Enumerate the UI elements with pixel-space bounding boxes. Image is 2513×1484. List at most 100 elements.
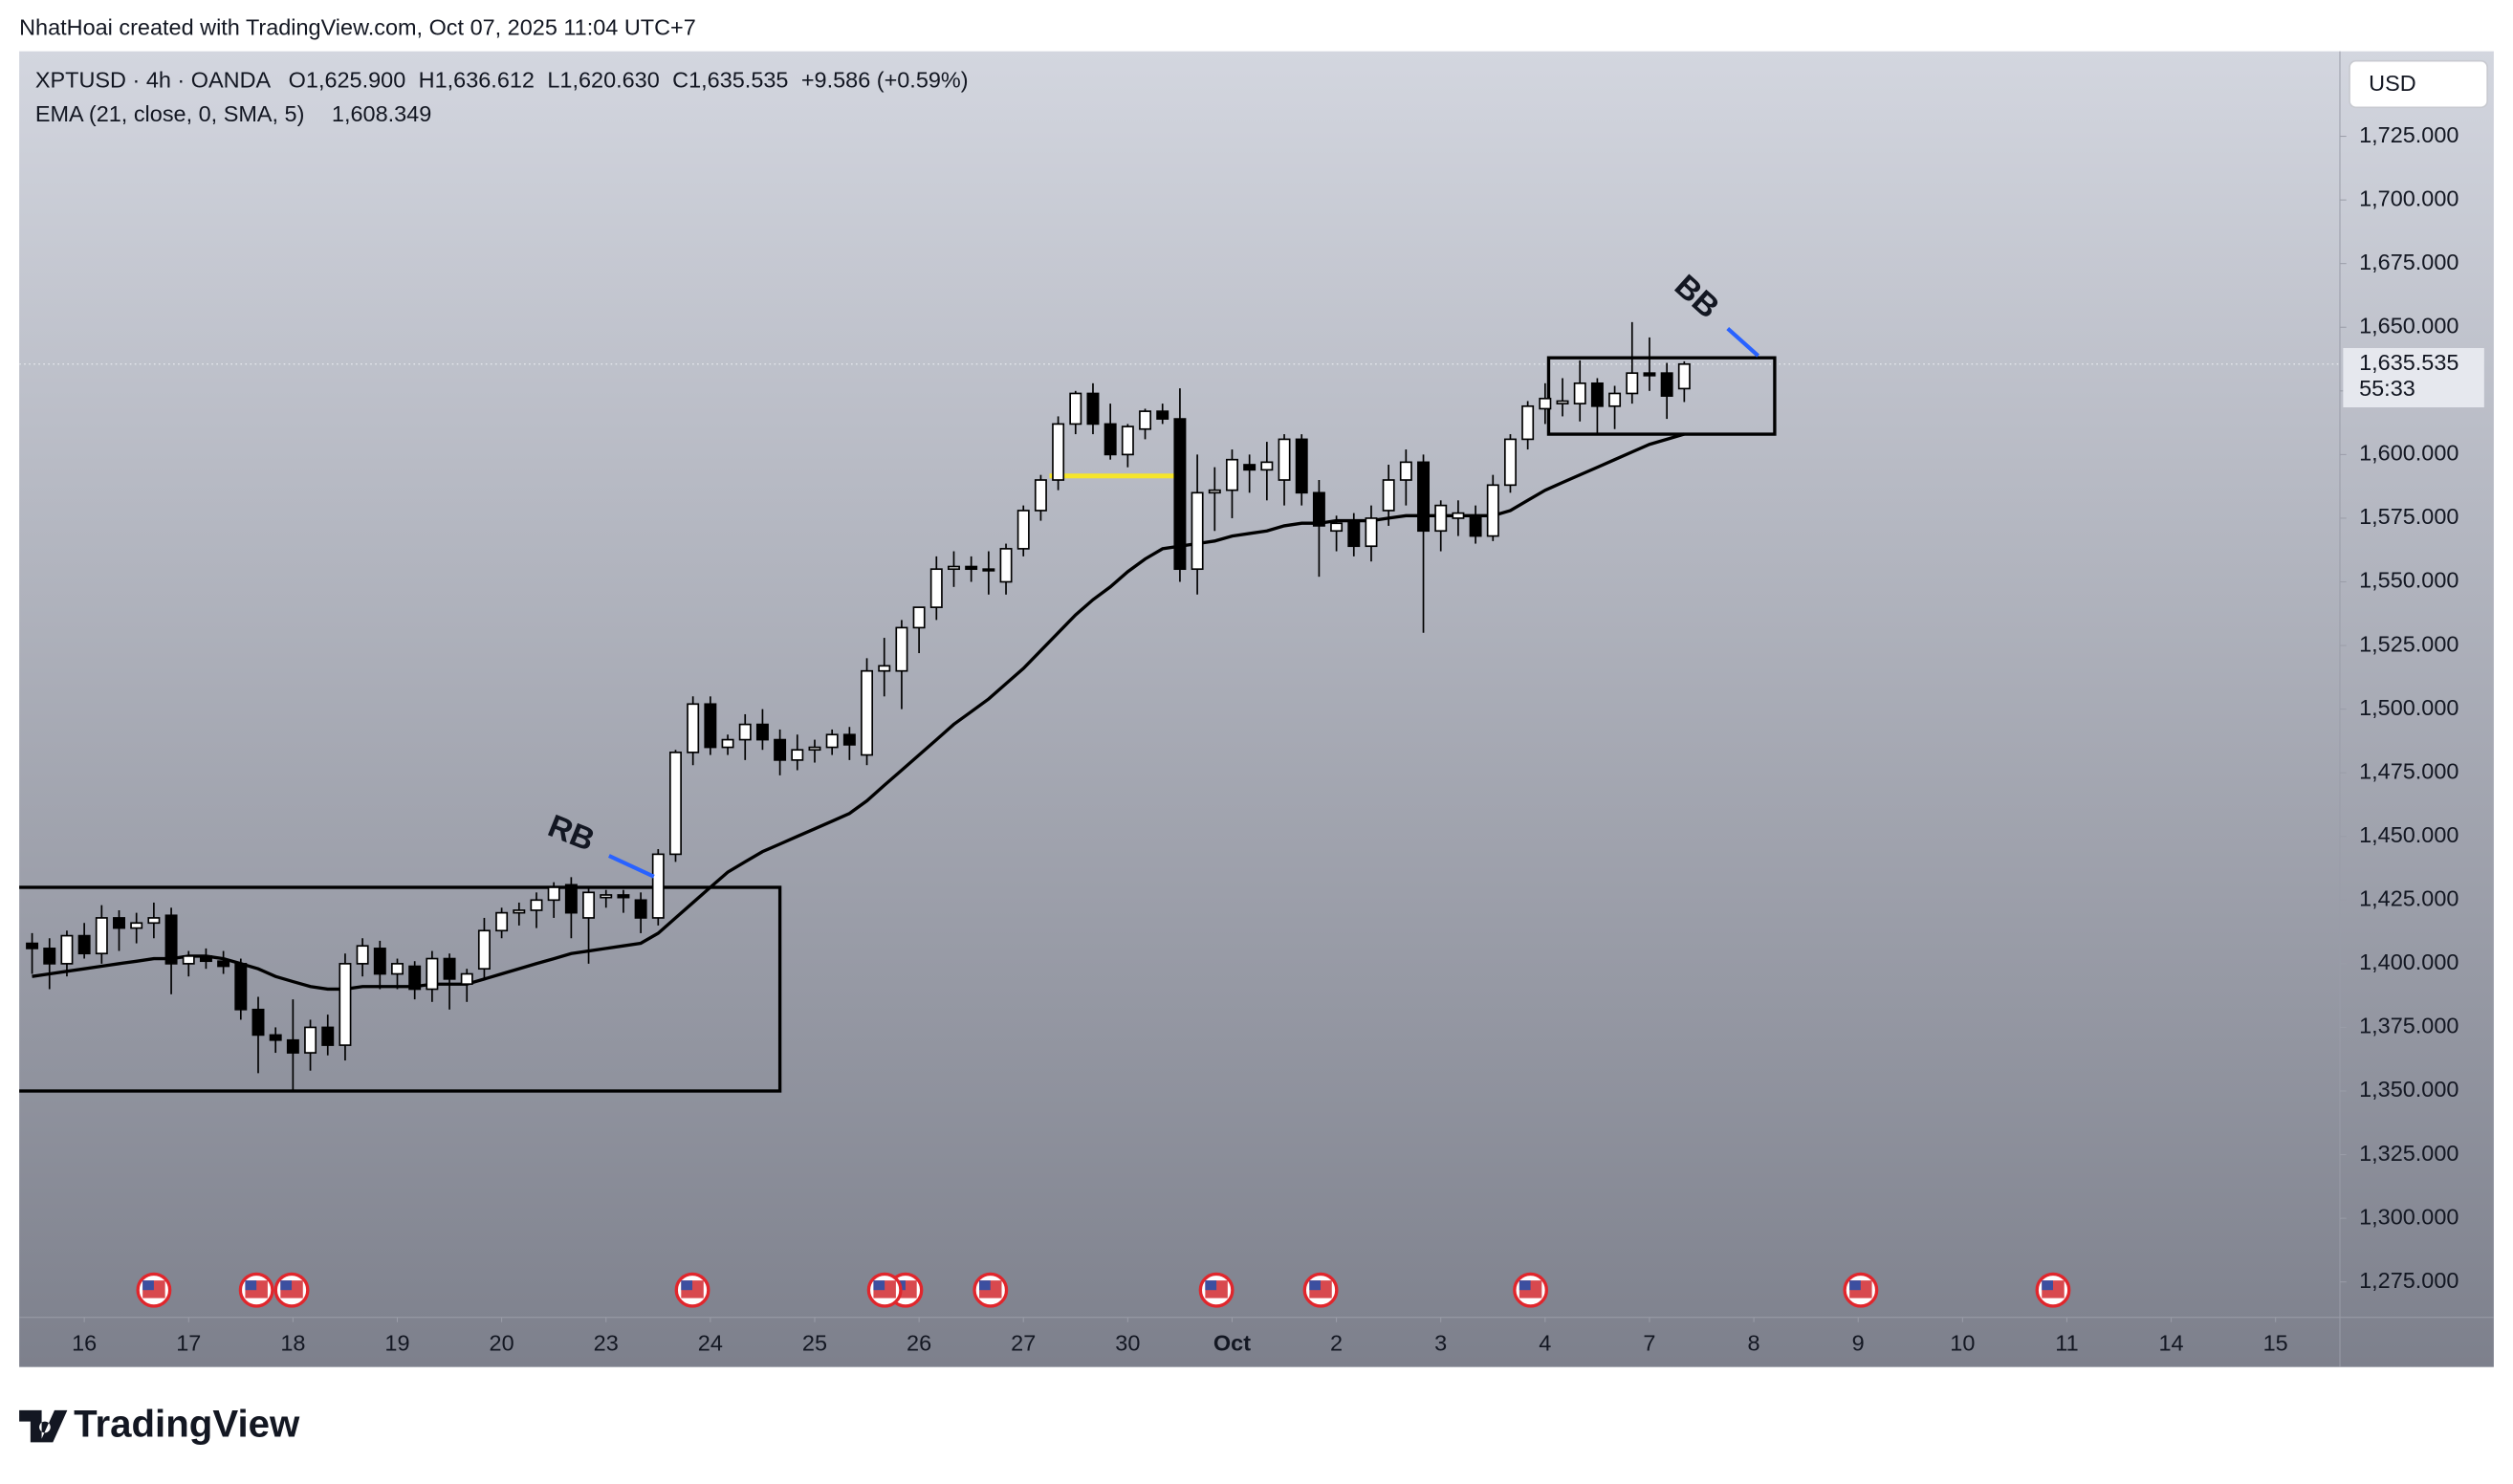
candle-body: [530, 899, 543, 911]
candle-body: [791, 749, 804, 761]
x-tick-label: 11: [2055, 1330, 2078, 1355]
flag-canton: [1309, 1280, 1322, 1291]
candle-body: [600, 894, 613, 899]
plot: [19, 321, 2340, 1093]
x-tick-label: 7: [1643, 1330, 1655, 1355]
candle-body: [321, 1026, 335, 1046]
candle-body: [738, 723, 752, 741]
ema-line: [32, 432, 1685, 992]
candle-body: [164, 914, 178, 965]
candle-body: [426, 957, 439, 991]
candle-body: [147, 917, 161, 925]
candle-body: [339, 963, 352, 1046]
x-tick-label: 25: [802, 1330, 827, 1355]
candle-body: [1486, 484, 1499, 537]
candle-body: [1104, 423, 1117, 456]
candle-body: [1347, 519, 1361, 548]
ohlc-label: O1,625.900: [289, 68, 406, 93]
candle-body: [1016, 510, 1030, 550]
candle-body: [948, 565, 960, 571]
x-tick-label: 14: [2159, 1330, 2184, 1355]
event-flags: [136, 1272, 2071, 1308]
candle-body: [1225, 458, 1238, 491]
x-tick-label: 4: [1539, 1330, 1551, 1355]
candle-body: [391, 963, 404, 975]
candle-body: [634, 899, 647, 919]
candle-body: [912, 606, 926, 629]
chart-background: [19, 51, 2494, 1367]
candle-body: [1034, 479, 1047, 512]
candle-body: [1139, 410, 1152, 430]
x-tick-label: 20: [490, 1330, 514, 1355]
candle-body: [1052, 423, 1065, 481]
y-tick-label: 1,525.000: [2359, 631, 2458, 656]
y-tick-label: 1,325.000: [2359, 1141, 2458, 1166]
candle-body: [825, 733, 839, 749]
candle-body: [1626, 372, 1639, 395]
candle-body: [564, 884, 578, 914]
y-tick-label: 1,425.000: [2359, 886, 2458, 911]
y-tick-label: 1,725.000: [2359, 122, 2458, 147]
flag-canton: [142, 1280, 154, 1291]
range-box: [19, 885, 782, 1093]
y-tick-label: 1,600.000: [2359, 441, 2458, 466]
flag-canton: [681, 1280, 693, 1291]
flag-canton: [1519, 1280, 1531, 1291]
y-tick-label: 1,500.000: [2359, 695, 2458, 720]
x-tick-label: 30: [1115, 1330, 1140, 1355]
currency[interactable]: USD: [2369, 71, 2416, 96]
candle-body: [1452, 512, 1465, 519]
candle-body: [1260, 461, 1274, 471]
candle-body: [1278, 438, 1291, 481]
ema-legend: EMA (21, close, 0, SMA, 5): [35, 101, 305, 126]
candle-body: [1330, 522, 1344, 533]
currency-button[interactable]: [2349, 59, 2489, 109]
candle-body: [1539, 397, 1552, 410]
candle-body: [1590, 382, 1604, 407]
candle-body: [1469, 514, 1482, 537]
y-tick-label: 1,450.000: [2359, 822, 2458, 847]
candle-body: [1208, 489, 1221, 494]
x-tick-label: 27: [1011, 1330, 1036, 1355]
candle-body: [808, 746, 821, 752]
candle-body: [43, 948, 56, 965]
candle-body: [1556, 400, 1569, 404]
x-tick-label: 9: [1852, 1330, 1865, 1355]
candle-body: [895, 626, 908, 672]
ema-value: 1,608.349: [332, 101, 431, 126]
flag-canton: [873, 1280, 885, 1291]
logo-icon: [19, 1409, 68, 1443]
candle-body: [199, 955, 212, 963]
candle-body: [999, 548, 1013, 583]
candle-body: [721, 738, 734, 749]
x-tick-label: 23: [594, 1330, 619, 1355]
credit: NhatHoai created with TradingView.com, O…: [19, 14, 696, 39]
candle-body: [477, 929, 491, 971]
candle-body: [460, 972, 473, 986]
y-tick-label: 1,675.000: [2359, 250, 2458, 274]
x-tick-label: 17: [176, 1330, 201, 1355]
y-tick-label: 1,575.000: [2359, 504, 2458, 529]
candle-body: [1399, 461, 1412, 481]
y-tick-label: 1,550.000: [2359, 568, 2458, 593]
candle-body: [755, 723, 769, 741]
candle-body: [965, 565, 978, 571]
ohlc-label: +9.586 (+0.59%): [801, 68, 969, 93]
brand: TradingView: [74, 1402, 300, 1445]
candle-body: [26, 942, 39, 949]
x-tick-label: 19: [384, 1330, 409, 1355]
candle-body: [77, 934, 91, 955]
candle-body: [1121, 426, 1134, 456]
last-price-label: 1,635.535: [2359, 350, 2458, 375]
flag-canton: [280, 1280, 293, 1291]
y-tick-label: 1,400.000: [2359, 949, 2458, 974]
candle-body: [269, 1034, 282, 1041]
flag-canton: [979, 1280, 991, 1291]
candle-body: [1434, 504, 1448, 533]
x-tick-label: Oct: [1213, 1330, 1251, 1355]
candle-body: [1365, 517, 1378, 548]
annotation-line: [1726, 327, 1759, 358]
x-tick-label: 15: [2263, 1330, 2288, 1355]
candle-body: [1243, 464, 1256, 471]
